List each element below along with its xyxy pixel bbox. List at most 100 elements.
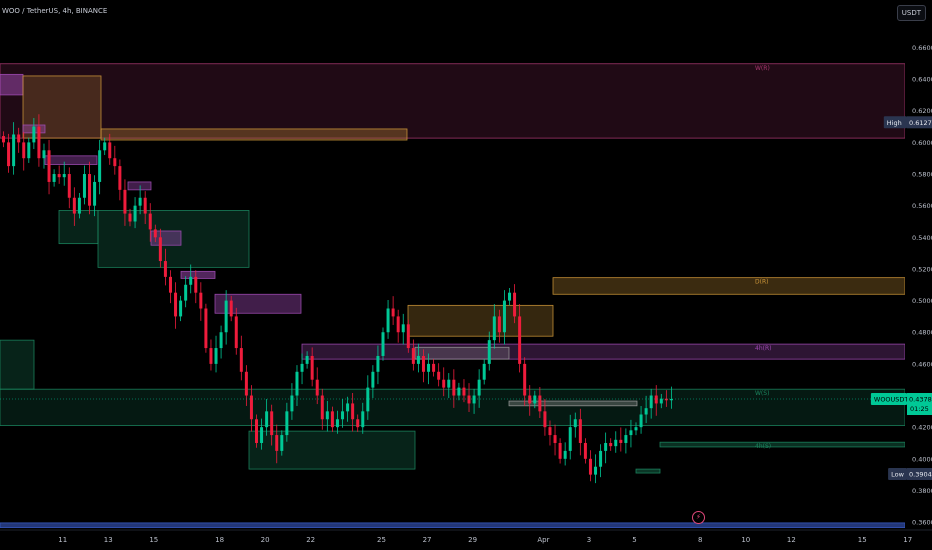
candle xyxy=(639,414,643,428)
candle xyxy=(320,395,324,420)
price-tag-name: High xyxy=(887,119,902,127)
candle xyxy=(614,439,618,447)
candle xyxy=(7,142,11,167)
x-tick-label: 29 xyxy=(468,536,477,544)
candle xyxy=(27,142,31,159)
candle xyxy=(88,174,92,206)
candle xyxy=(204,308,208,349)
candle xyxy=(578,419,582,443)
candle xyxy=(492,316,496,341)
candle xyxy=(285,411,289,436)
candle xyxy=(421,355,425,372)
candle xyxy=(199,292,203,309)
candle xyxy=(290,395,294,412)
zone-box xyxy=(248,430,416,470)
price-tag-name: WOOUSDT xyxy=(874,396,909,404)
candle xyxy=(502,300,506,333)
price-axis[interactable] xyxy=(905,0,932,550)
candle xyxy=(32,126,36,143)
candle xyxy=(270,411,274,436)
zone-box xyxy=(301,343,906,360)
candle xyxy=(376,355,380,372)
currency-button[interactable]: USDT xyxy=(896,5,926,21)
candle xyxy=(568,427,572,451)
candle xyxy=(644,408,648,415)
zone-box xyxy=(127,181,152,191)
candle xyxy=(609,442,613,447)
candle xyxy=(356,419,360,428)
candle xyxy=(174,292,178,317)
candle xyxy=(654,395,658,404)
candle xyxy=(113,158,117,167)
x-tick-label: Apr xyxy=(537,536,549,544)
candle xyxy=(447,379,451,388)
candle xyxy=(594,466,598,475)
candle xyxy=(93,181,97,206)
candle xyxy=(406,324,410,349)
candle xyxy=(103,142,107,151)
price-value-label: 0.4378 xyxy=(909,396,932,404)
x-tick-label: 5 xyxy=(632,536,636,544)
candle xyxy=(629,430,633,436)
time-axis[interactable] xyxy=(0,530,932,550)
candle xyxy=(588,458,592,475)
candle xyxy=(457,387,461,396)
candle xyxy=(239,348,243,372)
candle xyxy=(563,450,567,459)
candle xyxy=(416,355,420,364)
zone-box xyxy=(0,522,906,529)
bar-countdown: 01:25 xyxy=(910,405,929,413)
candle xyxy=(452,379,456,396)
candle xyxy=(659,398,663,404)
candle xyxy=(47,150,51,182)
candle xyxy=(528,395,532,404)
candle xyxy=(123,189,127,214)
x-tick-label: 12 xyxy=(787,536,796,544)
candle xyxy=(442,379,446,388)
candle xyxy=(229,300,233,317)
symbol-title[interactable]: WOO / TetherUS, 4h, BINANCE xyxy=(2,7,108,15)
zone-box xyxy=(659,441,906,448)
lightning-icon[interactable]: ⚡ xyxy=(692,511,705,524)
candle xyxy=(255,419,258,443)
candle xyxy=(523,363,527,396)
price-value-label: 0.6127 xyxy=(909,119,932,127)
candle xyxy=(330,411,334,428)
candle xyxy=(518,316,522,364)
candle xyxy=(427,363,431,372)
zone-label: W(R) xyxy=(755,65,770,72)
candle xyxy=(209,348,213,364)
candle xyxy=(401,324,405,333)
price-tag-box xyxy=(883,116,907,129)
candle xyxy=(497,316,501,333)
candle xyxy=(82,174,86,198)
candle xyxy=(487,340,491,364)
candle xyxy=(346,403,350,412)
candle xyxy=(325,411,329,420)
candle xyxy=(371,371,375,388)
x-tick-label: 10 xyxy=(741,536,750,544)
candle xyxy=(249,395,253,420)
zone-label: 4h(R) xyxy=(755,345,771,352)
zone-box xyxy=(552,277,906,295)
candle xyxy=(168,276,172,293)
candle xyxy=(179,300,183,317)
zone-box xyxy=(100,128,408,141)
zone-box xyxy=(58,210,99,245)
candle xyxy=(118,166,122,190)
zone-box xyxy=(214,293,302,314)
x-tick-label: 11 xyxy=(58,536,67,544)
price-value-box xyxy=(907,116,932,129)
candle xyxy=(310,355,314,380)
candle xyxy=(381,332,385,356)
zone-label: D(R) xyxy=(755,279,768,286)
zone-label: W(S) xyxy=(755,390,769,397)
candle xyxy=(224,300,228,333)
candle xyxy=(184,284,188,301)
